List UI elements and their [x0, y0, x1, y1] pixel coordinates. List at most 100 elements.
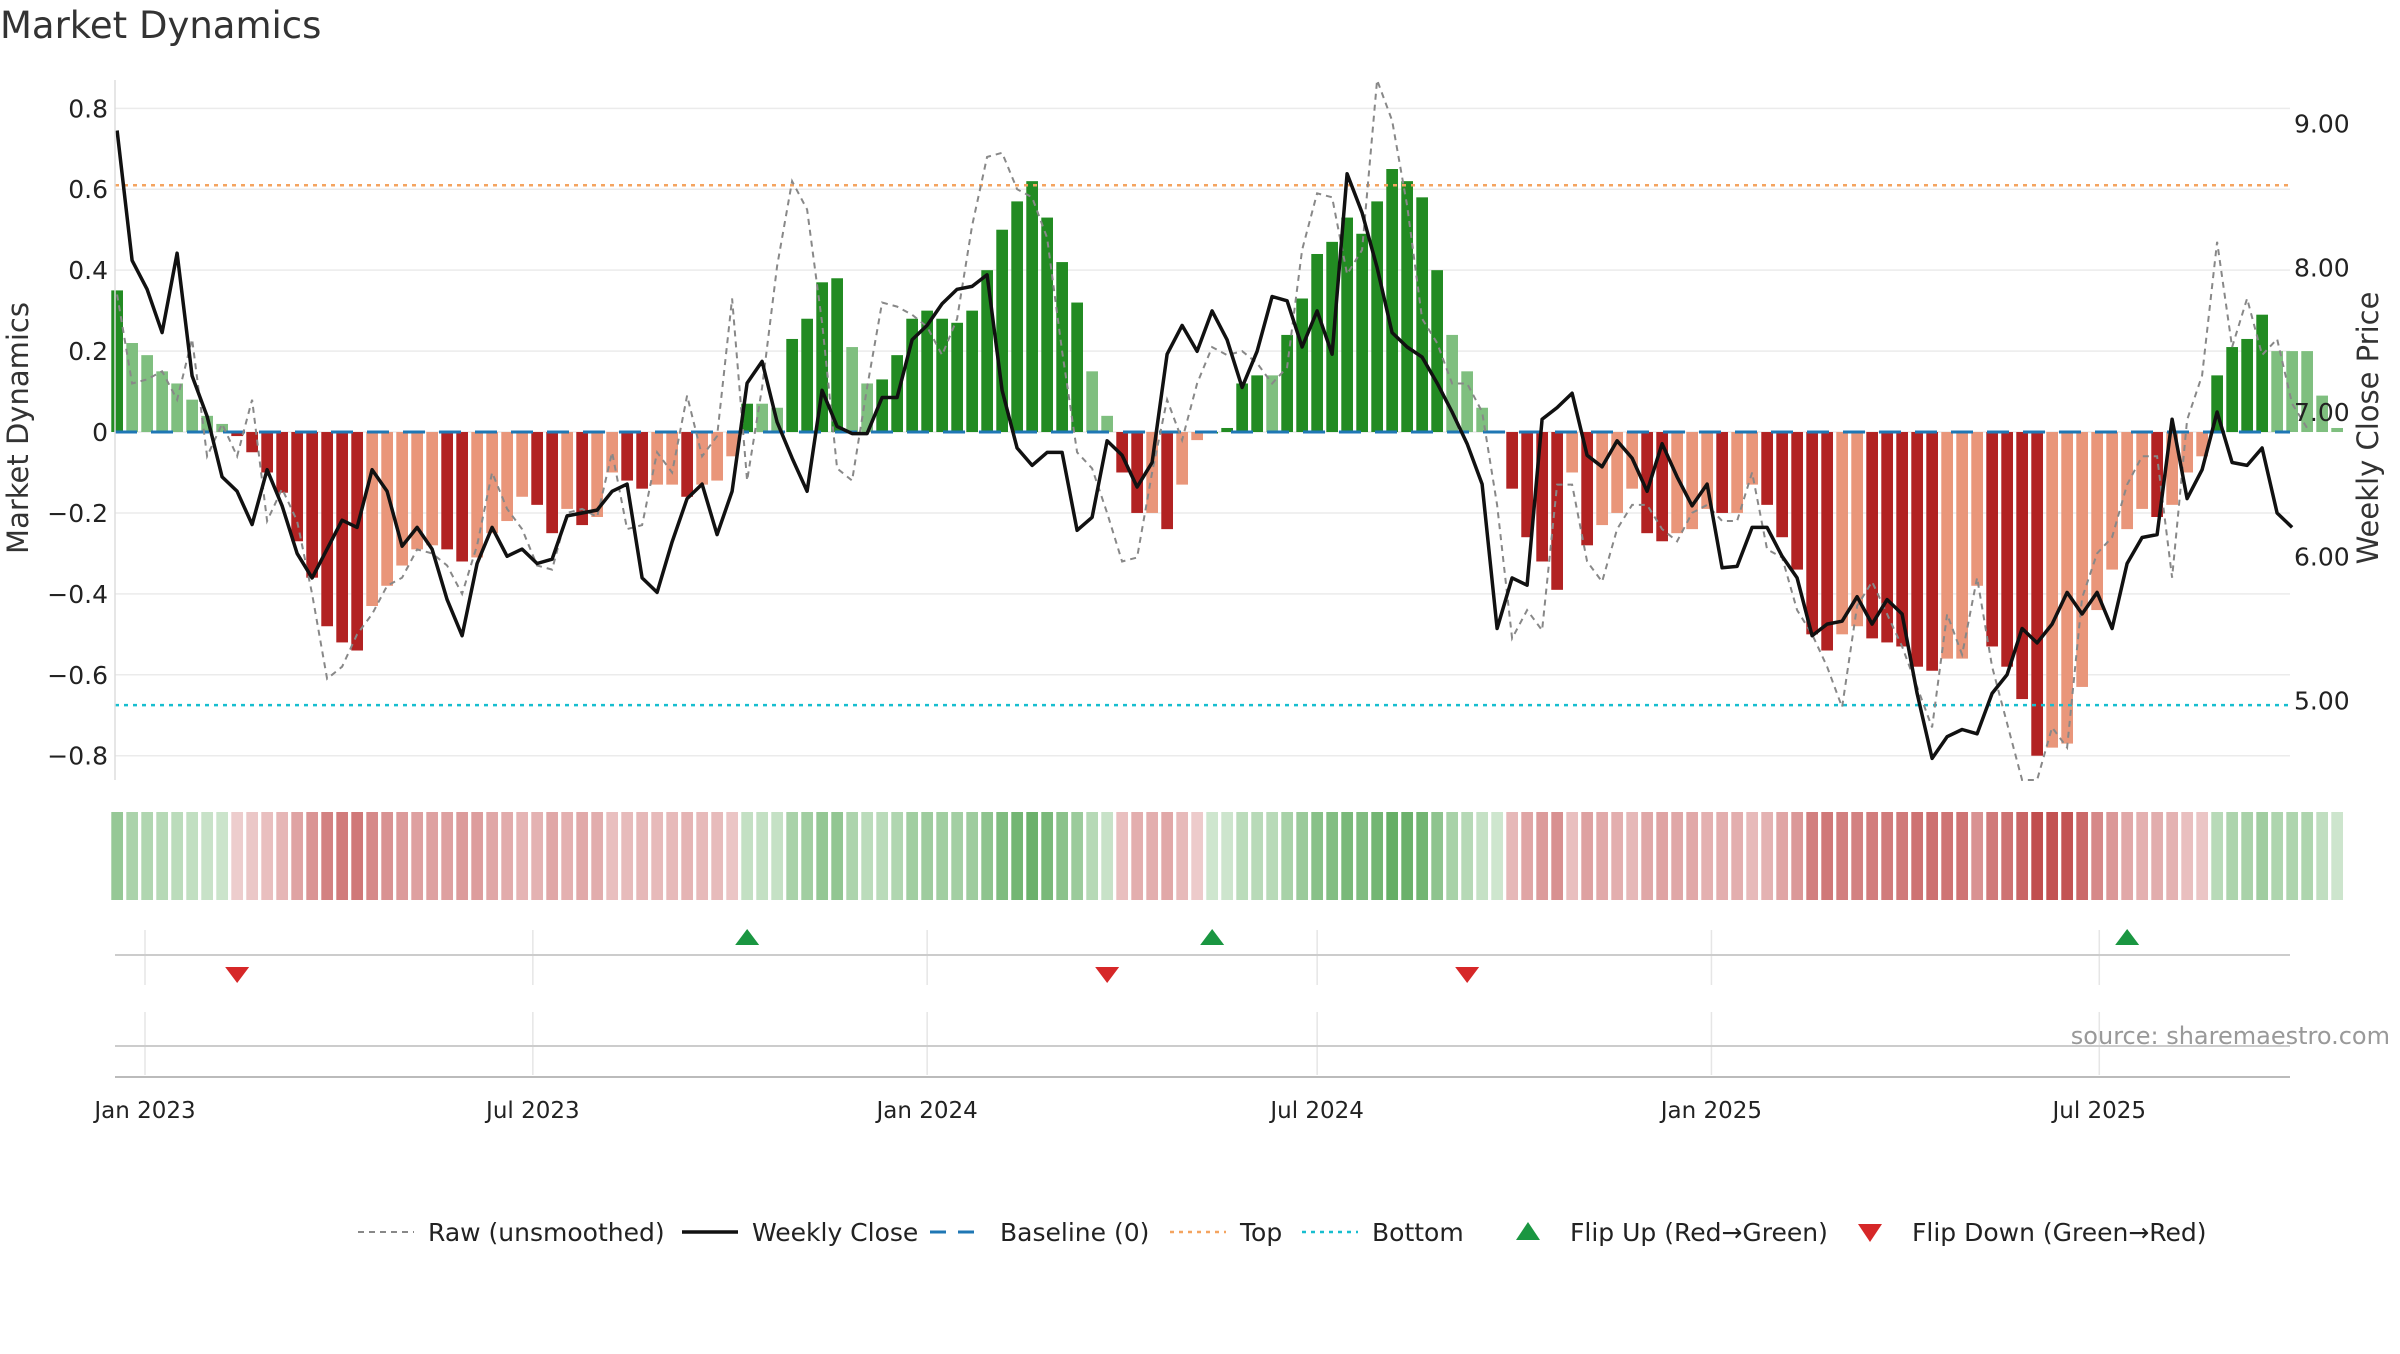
strip-cell — [1416, 812, 1428, 900]
strip-cell — [2091, 812, 2103, 900]
legend-label: Weekly Close — [752, 1218, 918, 1247]
dynamics-bar — [1731, 432, 1743, 513]
legend-item-baseline: Baseline (0) — [930, 1218, 1149, 1247]
strip-cell — [1656, 812, 1668, 900]
strip-cell — [531, 812, 543, 900]
strip-cell — [2016, 812, 2028, 900]
y-tick-label: −0.4 — [47, 580, 108, 609]
dynamics-bar — [1551, 432, 1563, 590]
chart-title: Market Dynamics — [0, 4, 322, 47]
dynamics-bar — [186, 399, 198, 433]
strip-cell — [426, 812, 438, 900]
y2-tick-label: 5.00 — [2294, 687, 2350, 716]
strip-cell — [1596, 812, 1608, 900]
dynamics-bar — [351, 432, 363, 651]
source-label: source: sharemaestro.com — [2071, 1022, 2390, 1050]
strip-cell — [741, 812, 753, 900]
strip-cell — [1731, 812, 1743, 900]
dynamics-bar — [1176, 432, 1188, 485]
dynamics-bar — [1431, 270, 1443, 433]
strip-cell — [1341, 812, 1353, 900]
dynamics-bar — [1956, 432, 1968, 659]
strip-cell — [1161, 812, 1173, 900]
strip-cell — [1476, 812, 1488, 900]
legend-item-raw: Raw (unsmoothed) — [358, 1218, 665, 1247]
strip-cell — [1581, 812, 1593, 900]
dynamics-bar — [2121, 432, 2133, 530]
strip-cell — [471, 812, 483, 900]
dynamics-bar — [591, 432, 603, 517]
strip-cell — [186, 812, 198, 900]
dynamics-bar — [141, 355, 153, 433]
strip-cell — [651, 812, 663, 900]
dynamics-bar — [1596, 432, 1608, 526]
strip-cell — [1431, 812, 1443, 900]
strip-cell — [1686, 812, 1698, 900]
dynamics-bar — [2091, 432, 2103, 611]
dynamics-bar — [786, 338, 798, 433]
strip-cell — [1176, 812, 1188, 900]
dynamics-bar — [636, 432, 648, 489]
dynamics-bar — [516, 432, 528, 497]
y-tick-label: −0.8 — [47, 742, 108, 771]
dynamics-bar — [171, 383, 183, 433]
strip-cell — [951, 812, 963, 900]
x-tick-label: Jul 2025 — [2050, 1098, 2146, 1124]
dynamics-bar — [1191, 432, 1203, 441]
legend-label: Flip Up (Red→Green) — [1570, 1218, 1828, 1247]
y-tick-label: −0.2 — [47, 499, 108, 528]
strip-cell — [1746, 812, 1758, 900]
strip-cell — [156, 812, 168, 900]
dynamics-bar — [1011, 201, 1023, 433]
flip-up-marker — [2115, 929, 2140, 945]
strip-cell — [1356, 812, 1368, 900]
dynamics-bar — [2031, 432, 2043, 756]
strip-cell — [1041, 812, 1053, 900]
y2-axis-title: Weekly Close Price — [2351, 292, 2385, 565]
dynamics-bar — [726, 432, 738, 457]
strip-cell — [1641, 812, 1653, 900]
dynamics-bar — [876, 379, 888, 433]
strip-cell — [891, 812, 903, 900]
dynamics-bar — [981, 270, 993, 433]
dynamics-bar — [576, 432, 588, 526]
strip-cell — [1941, 812, 1953, 900]
strip-cell — [1716, 812, 1728, 900]
dynamics-bar — [1776, 432, 1788, 538]
x-tick-label: Jan 2023 — [92, 1098, 195, 1124]
y-tick-label: −0.6 — [47, 661, 108, 690]
strip-cell — [1971, 812, 1983, 900]
strip-cell — [171, 812, 183, 900]
strip-cell — [366, 812, 378, 900]
legend-label: Baseline (0) — [1000, 1218, 1149, 1247]
strip-cell — [1011, 812, 1023, 900]
strip-cell — [1986, 812, 1998, 900]
strip-cell — [696, 812, 708, 900]
dynamics-bar — [696, 432, 708, 485]
dynamics-bar — [801, 318, 813, 433]
y2-tick-label: 8.00 — [2294, 254, 2350, 283]
strip-cell — [1191, 812, 1203, 900]
dynamics-bar — [2301, 351, 2313, 433]
dynamics-bar — [2046, 432, 2058, 748]
strip-cell — [1386, 812, 1398, 900]
dynamics-bar — [456, 432, 468, 562]
flip-down-marker — [1095, 967, 1120, 983]
dynamics-bar — [1686, 432, 1698, 530]
dynamics-bar — [1881, 432, 1893, 643]
dynamics-bar — [246, 432, 258, 453]
strip-cell — [1071, 812, 1083, 900]
dynamics-bar — [711, 432, 723, 481]
strip-cell — [1956, 812, 1968, 900]
x-tick-label: Jul 2023 — [484, 1098, 580, 1124]
dynamics-bar — [261, 432, 273, 473]
legend-label: Raw (unsmoothed) — [428, 1218, 665, 1247]
strip-cell — [516, 812, 528, 900]
heat-strip — [111, 812, 2343, 900]
dynamics-bar — [1506, 432, 1518, 489]
dynamics-bar — [2166, 432, 2178, 505]
strip-cell — [1701, 812, 1713, 900]
dynamics-bar — [2226, 347, 2238, 433]
